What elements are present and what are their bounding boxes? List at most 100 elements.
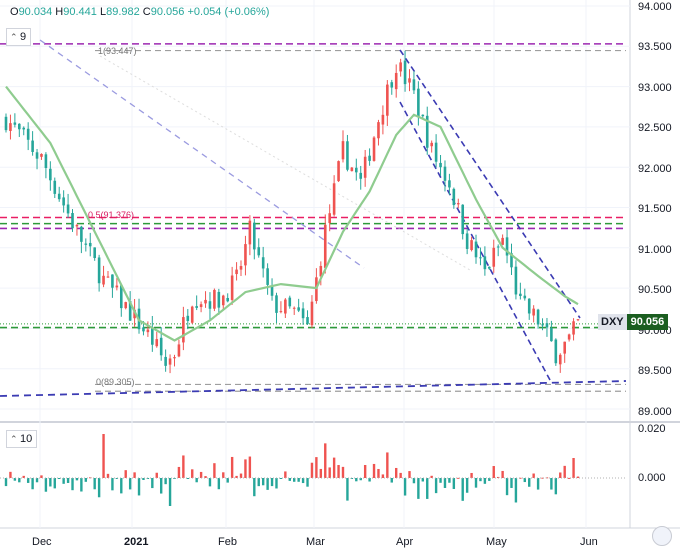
candle-body — [270, 286, 274, 296]
volume-bar — [439, 478, 442, 483]
price-tag: DXY 90.056 — [598, 314, 669, 330]
symbol-label: DXY — [598, 314, 627, 330]
candle-body — [71, 213, 74, 229]
volume-bar — [519, 477, 522, 479]
volume-axis[interactable]: 0.020 0.000 — [638, 423, 666, 484]
candle-body — [155, 339, 159, 347]
volume-tick: 0.000 — [638, 472, 666, 484]
volume-bar — [417, 478, 420, 499]
candle-body — [221, 295, 225, 306]
volume-bar — [93, 478, 96, 490]
volume-bar — [403, 478, 407, 496]
candle-body — [394, 72, 398, 90]
candle-body — [465, 233, 469, 249]
volume-bar — [310, 462, 314, 478]
candle-body — [536, 309, 540, 325]
candle-body — [97, 257, 101, 284]
volume-indicator-legend[interactable]: ⌃ 10 — [6, 430, 38, 448]
candle-body — [306, 317, 309, 324]
candle-body — [133, 309, 136, 319]
candle-body — [217, 291, 221, 308]
volume-bar — [26, 478, 30, 483]
trendline-lower — [399, 101, 551, 381]
candle-body — [323, 224, 327, 268]
candle-body — [386, 84, 389, 116]
volume-bar — [293, 478, 296, 482]
candle-body — [173, 357, 176, 359]
volume-bar — [115, 478, 119, 479]
volume-bar — [332, 457, 336, 478]
volume-bar — [226, 478, 229, 483]
candle-body — [279, 311, 283, 313]
chevron-up-icon[interactable]: ⌃ — [10, 434, 18, 444]
candle-body — [261, 257, 265, 269]
candle-body — [9, 123, 12, 131]
candle-body — [346, 141, 349, 170]
ma-indicator-legend[interactable]: ⌃ 9 — [6, 28, 32, 46]
horizontal-levels — [0, 43, 626, 392]
volume-bar — [106, 473, 110, 478]
volume-bar — [124, 470, 127, 478]
volume-bar — [191, 469, 194, 478]
candle-body — [363, 156, 367, 178]
volume-bar — [217, 478, 221, 490]
candle-body — [408, 78, 411, 83]
candle-body — [93, 247, 96, 259]
candle-body — [301, 308, 305, 319]
volume-bar — [306, 478, 309, 487]
volume-bar — [536, 478, 540, 490]
candle-body — [519, 293, 522, 297]
volume-bar — [483, 478, 487, 484]
volume-bar — [213, 463, 216, 478]
candle-body — [430, 142, 433, 147]
volume-bar — [4, 478, 8, 487]
volume-bar — [142, 478, 145, 480]
candle-body — [151, 327, 154, 345]
candle-body — [421, 114, 425, 117]
time-axis[interactable]: Dec 2021 Feb Mar Apr May Jun — [32, 536, 598, 548]
candle-body — [208, 301, 212, 309]
volume-bar — [177, 466, 181, 478]
volume-bar — [434, 478, 438, 494]
candle-body — [545, 323, 549, 328]
volume-bar — [18, 478, 21, 483]
volume-bar — [275, 478, 278, 489]
candle-body — [417, 88, 420, 117]
change-value: +0.054 (+0.06%) — [187, 6, 270, 18]
price-pane[interactable] — [0, 0, 630, 420]
price-axis[interactable]: 94.000 93.500 93.000 92.500 92.000 91.50… — [638, 1, 672, 418]
candle-body — [292, 307, 296, 309]
candle-body — [332, 183, 336, 215]
price-tick: 90.500 — [638, 284, 672, 296]
volume-bar — [253, 478, 256, 497]
volume-bar — [208, 478, 212, 487]
volume-bar — [457, 477, 460, 479]
volume-bar — [474, 478, 478, 488]
volume-bar — [186, 478, 189, 479]
volume-bar — [363, 464, 367, 478]
volume-bar — [328, 467, 331, 478]
time-tick: Dec — [32, 536, 52, 548]
volume-bar — [159, 478, 163, 494]
high-label: H — [55, 6, 64, 18]
candle-body — [284, 299, 287, 314]
volume-bar — [84, 478, 88, 482]
price-tick: 92.500 — [638, 122, 672, 134]
volume-bar — [368, 478, 371, 482]
candle-body — [257, 247, 261, 256]
chevron-up-icon[interactable]: ⌃ — [10, 32, 18, 42]
candle-body — [128, 301, 132, 321]
price-tick: 93.000 — [638, 82, 672, 94]
candle-body — [164, 356, 167, 366]
candle-body — [479, 257, 482, 259]
high-value: 90.441 — [63, 6, 97, 18]
volume-pane[interactable] — [0, 424, 630, 528]
low-label: L — [99, 6, 107, 18]
candle-body — [337, 161, 340, 182]
volume-bar — [66, 478, 70, 483]
volume-bar — [488, 478, 491, 481]
candle-body — [182, 317, 185, 343]
time-tick: Jun — [580, 536, 598, 548]
volume-bar — [49, 478, 52, 487]
